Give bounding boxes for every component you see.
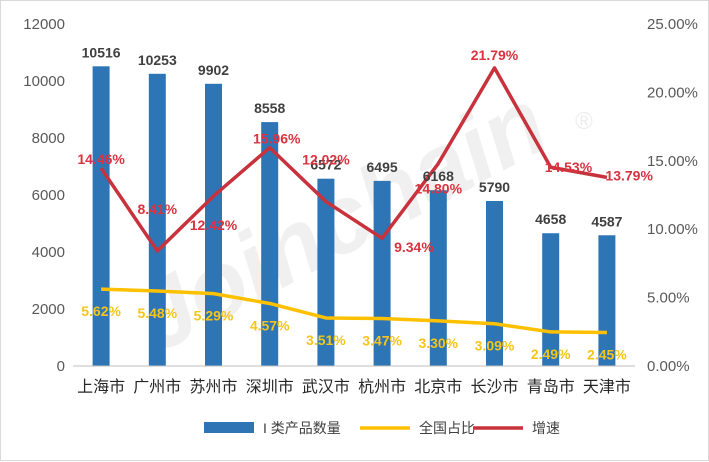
share-value-label: 3.51% [306, 332, 346, 348]
share-value-label: 4.57% [250, 317, 290, 333]
share-value-label: 5.29% [194, 308, 234, 324]
growth-value-label: 14.53% [545, 159, 593, 175]
share-value-label: 3.09% [475, 338, 515, 354]
legend-label-bar: I 类产品数量 [263, 420, 341, 436]
growth-value-label: 12.42% [190, 217, 238, 233]
bar-value-label: 8558 [254, 100, 285, 116]
bar-广州市 [149, 74, 166, 366]
bar-value-label: 5790 [479, 179, 510, 195]
x-tick-label: 杭州市 [358, 378, 406, 396]
y-right-tick-label: 0.00% [647, 358, 690, 375]
y-left-tick-label: 0 [57, 358, 65, 375]
x-tick-label: 天津市 [583, 378, 631, 396]
y-right-tick-label: 5.00% [647, 290, 690, 307]
y-axis-right: 0.00% 5.00% 10.00% 15.00% 20.00% 25.00% [647, 16, 698, 375]
y-axis-left: 0 2000 4000 6000 8000 10000 12000 [23, 16, 65, 375]
bar-value-label: 6495 [367, 159, 398, 175]
growth-value-label: 14.80% [415, 181, 463, 197]
share-value-label: 5.62% [81, 303, 121, 319]
y-left-tick-label: 10000 [23, 73, 65, 90]
growth-value-label: 15.96% [253, 131, 301, 147]
bar-value-label: 4587 [591, 213, 622, 229]
legend-swatch-bar [204, 422, 254, 433]
legend-label-share: 全国占比 [419, 420, 475, 436]
bar-value-label: 10516 [82, 44, 121, 60]
x-tick-label: 上海市 [77, 378, 125, 396]
legend: I 类产品数量 全国占比 增速 [204, 420, 560, 436]
bar-value-label: 9902 [198, 62, 229, 78]
x-tick-label: 青岛市 [527, 378, 575, 396]
y-left-tick-label: 6000 [32, 187, 65, 204]
bar-上海市 [93, 66, 110, 366]
growth-value-label: 8.41% [137, 201, 177, 217]
x-tick-label: 武汉市 [302, 378, 350, 396]
y-left-tick-label: 2000 [32, 301, 65, 318]
watermark-registered-mark: ® [575, 108, 593, 135]
y-right-tick-label: 15.00% [647, 153, 698, 170]
y-left-tick-label: 4000 [32, 244, 65, 261]
growth-value-label: 13.79% [605, 167, 653, 183]
x-tick-label: 苏州市 [189, 378, 237, 396]
x-tick-label: 长沙市 [470, 378, 518, 396]
y-left-tick-label: 8000 [32, 130, 65, 147]
share-value-label: 3.47% [362, 333, 402, 349]
growth-value-label: 12.02% [302, 152, 350, 168]
legend-label-growth: 增速 [532, 420, 560, 436]
x-axis-categories: 上海市广州市苏州市深圳市武汉市杭州市北京市长沙市青岛市天津市 [77, 378, 631, 396]
share-value-label: 2.45% [587, 346, 627, 362]
y-right-tick-label: 20.00% [647, 84, 698, 101]
x-tick-label: 北京市 [414, 378, 462, 396]
share-value-label: 2.49% [531, 346, 571, 362]
growth-value-label: 14.46% [77, 151, 125, 167]
x-tick-label: 深圳市 [246, 378, 294, 396]
share-value-label: 5.48% [137, 305, 177, 321]
growth-value-label: 9.34% [394, 239, 434, 255]
y-right-tick-label: 25.00% [647, 16, 698, 33]
x-tick-label: 广州市 [133, 378, 181, 396]
y-right-tick-label: 10.00% [647, 221, 698, 238]
growth-value-label: 21.79% [471, 47, 519, 63]
share-value-label: 3.30% [418, 335, 458, 351]
bar-value-label: 4658 [535, 211, 566, 227]
y-left-tick-label: 12000 [23, 16, 65, 33]
bar-value-label: 10253 [138, 52, 177, 68]
